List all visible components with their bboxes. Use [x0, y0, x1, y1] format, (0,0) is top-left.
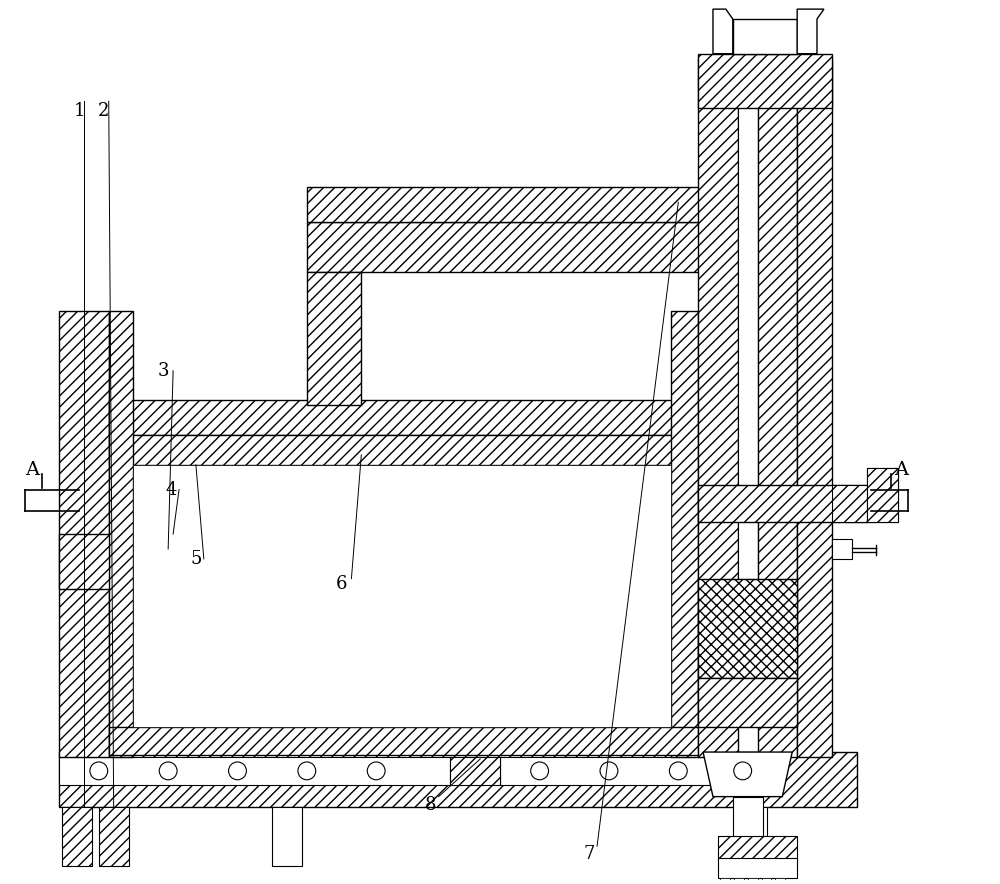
Text: 7: 7 [583, 845, 595, 863]
Text: 6: 6 [336, 575, 347, 592]
Bar [698, 579, 797, 678]
Bar [698, 58, 738, 757]
Bar [775, 878, 785, 884]
Bar [450, 757, 500, 785]
Text: 3: 3 [157, 362, 169, 380]
Bar [720, 878, 730, 884]
Bar [698, 54, 832, 108]
Bar [733, 19, 797, 54]
Bar [109, 311, 133, 757]
Bar [307, 187, 758, 222]
Bar [698, 484, 867, 522]
Polygon shape [797, 9, 824, 54]
Bar [718, 836, 797, 861]
Text: A: A [25, 461, 40, 479]
Bar [59, 534, 119, 589]
Bar [718, 858, 797, 878]
Bar [59, 311, 109, 757]
Bar [733, 796, 763, 856]
Bar [62, 806, 92, 866]
Bar [867, 468, 898, 522]
Bar [738, 806, 767, 876]
Polygon shape [703, 752, 792, 796]
Bar [797, 58, 832, 757]
Bar [133, 465, 671, 728]
Text: 1: 1 [73, 103, 85, 120]
Text: 8: 8 [425, 796, 436, 813]
Polygon shape [713, 9, 733, 54]
Bar [734, 878, 744, 884]
Bar [109, 728, 698, 755]
Text: A: A [894, 461, 908, 479]
Text: 2: 2 [98, 103, 109, 120]
Bar [109, 400, 698, 435]
Bar [698, 678, 797, 728]
Bar [272, 806, 302, 866]
Bar [671, 311, 698, 757]
Bar [748, 878, 758, 884]
Bar [500, 757, 772, 785]
Bar [307, 271, 361, 406]
Bar [59, 752, 857, 806]
Bar [59, 757, 450, 785]
Bar [832, 484, 876, 522]
Bar [762, 878, 771, 884]
Bar [307, 222, 758, 271]
Bar [867, 468, 898, 522]
Bar [758, 58, 797, 757]
Bar [99, 806, 129, 866]
Bar [832, 539, 852, 559]
Text: 4: 4 [165, 481, 177, 499]
Bar [109, 435, 698, 465]
Bar [738, 58, 758, 579]
Text: 5: 5 [190, 550, 202, 568]
